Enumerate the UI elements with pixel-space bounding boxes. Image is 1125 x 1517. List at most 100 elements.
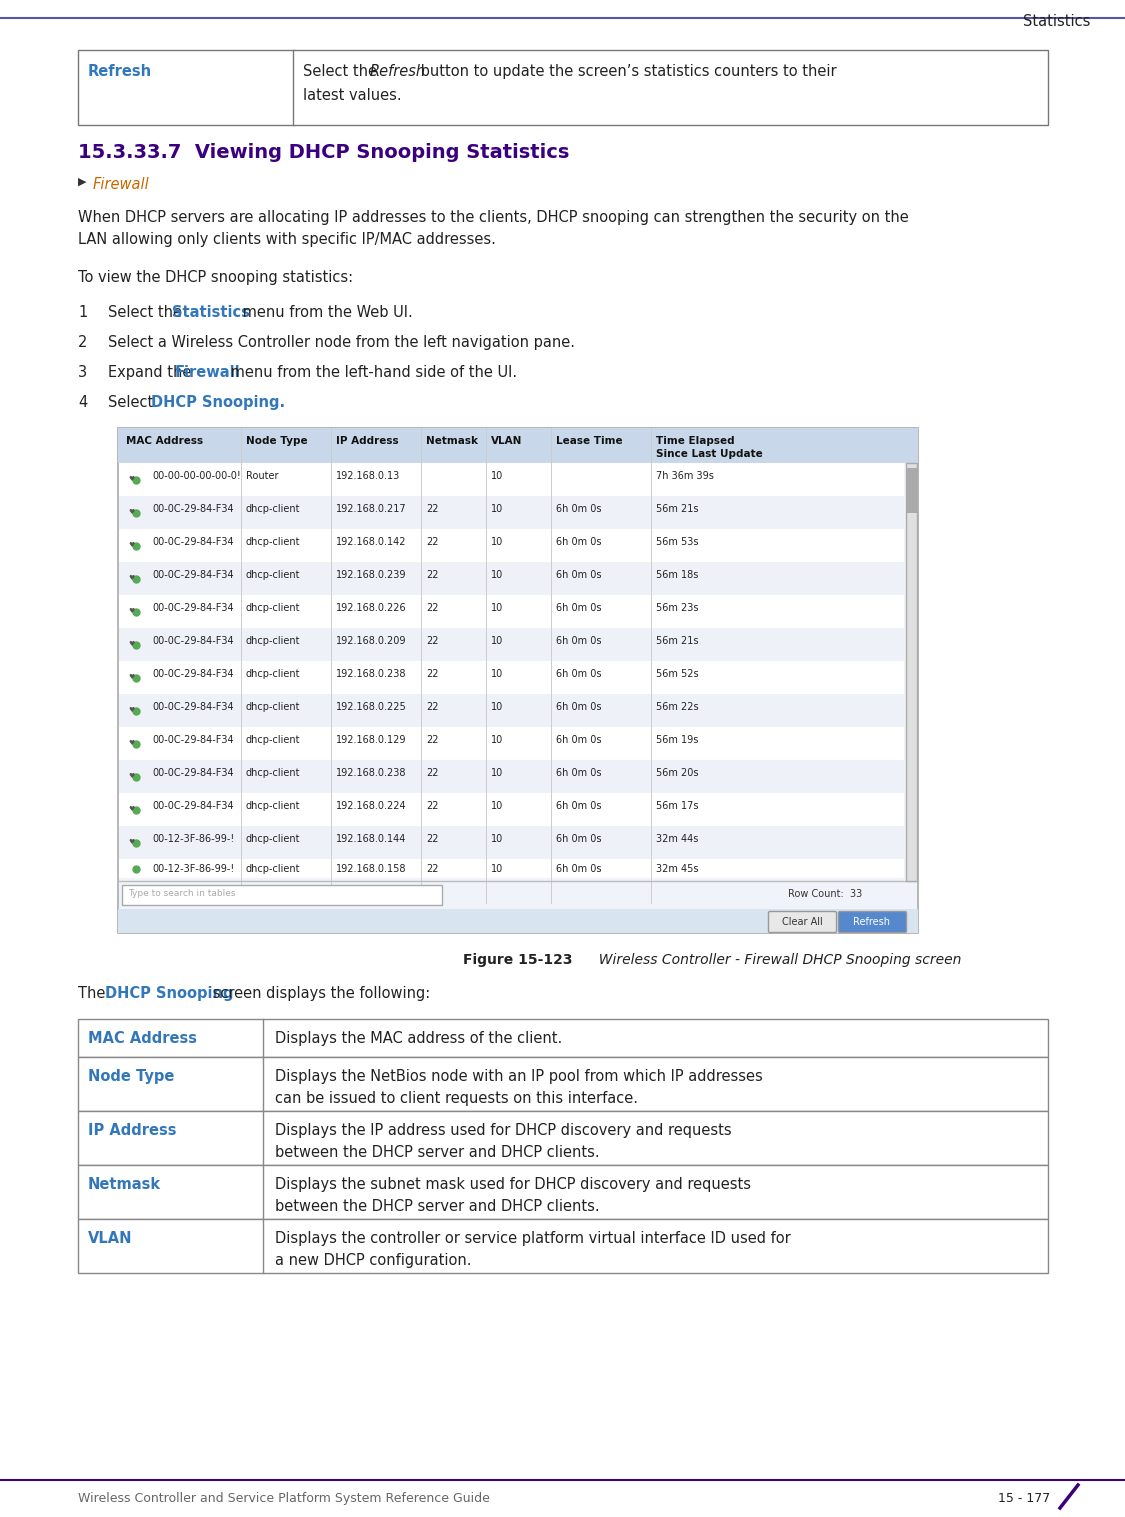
Text: 192.168.0.209: 192.168.0.209 [336,636,406,646]
Text: between the DHCP server and DHCP clients.: between the DHCP server and DHCP clients… [274,1145,600,1161]
Bar [78,1110,1048,1165]
Text: dhcp-client: dhcp-client [246,537,300,548]
Text: 6h 0m 0s: 6h 0m 0s [556,702,602,711]
Text: 2: 2 [78,335,88,350]
Text: 56m 52s: 56m 52s [656,669,699,680]
Bar [119,760,905,793]
Text: 56m 22s: 56m 22s [656,702,699,711]
Text: 56m 53s: 56m 53s [656,537,699,548]
Text: 10: 10 [490,537,503,548]
Bar [78,1057,1048,1110]
Text: Refresh: Refresh [88,64,152,79]
Text: Select the: Select the [303,64,381,79]
Bar [78,1019,1048,1057]
Text: IP Address: IP Address [88,1123,177,1138]
Text: 00-0C-29-84-F34: 00-0C-29-84-F34 [152,702,234,711]
Text: ▶: ▶ [78,177,87,187]
Text: dhcp-client: dhcp-client [246,768,300,778]
Text: 56m 23s: 56m 23s [656,602,699,613]
Text: 6h 0m 0s: 6h 0m 0s [556,669,602,680]
Bar [118,428,918,463]
Text: Row Count:  33: Row Count: 33 [788,889,862,900]
Text: 192.168.0.217: 192.168.0.217 [336,504,406,514]
Text: ♥: ♥ [128,739,134,745]
Text: 22: 22 [426,602,439,613]
Text: Displays the MAC address of the client.: Displays the MAC address of the client. [274,1032,562,1047]
Text: between the DHCP server and DHCP clients.: between the DHCP server and DHCP clients… [274,1198,600,1214]
Text: VLAN: VLAN [88,1230,133,1245]
Text: 4: 4 [78,394,88,410]
Text: dhcp-client: dhcp-client [246,736,300,745]
Text: 56m 18s: 56m 18s [656,570,699,579]
Text: 10: 10 [490,470,503,481]
Text: 7h 36m 39s: 7h 36m 39s [656,470,714,481]
Text: dhcp-client: dhcp-client [246,801,300,812]
Bar [119,529,905,561]
Text: ♥: ♥ [128,806,134,812]
Text: a new DHCP configuration.: a new DHCP configuration. [274,1253,471,1268]
Text: 00-0C-29-84-F34: 00-0C-29-84-F34 [152,736,234,745]
Text: DHCP Snooping: DHCP Snooping [105,986,234,1001]
Bar [906,469,917,513]
Text: 22: 22 [426,736,439,745]
Text: 10: 10 [490,570,503,579]
FancyBboxPatch shape [838,912,907,933]
Text: Expand the: Expand the [108,366,196,379]
Text: 15 - 177: 15 - 177 [998,1493,1050,1505]
Text: 6h 0m 0s: 6h 0m 0s [556,602,602,613]
Text: To view the DHCP snooping statistics:: To view the DHCP snooping statistics: [78,270,353,285]
Text: 22: 22 [426,768,439,778]
Text: Displays the NetBios node with an IP pool from which IP addresses: Displays the NetBios node with an IP poo… [274,1069,763,1085]
Bar [78,1165,1048,1220]
Text: 10: 10 [490,636,503,646]
Text: Netmask: Netmask [426,435,478,446]
Text: The: The [78,986,110,1001]
Text: 192.168.0.226: 192.168.0.226 [336,602,406,613]
Text: 192.168.0.144: 192.168.0.144 [336,834,406,843]
Bar [78,1220,1048,1273]
Text: 10: 10 [490,768,503,778]
Text: 6h 0m 0s: 6h 0m 0s [556,865,602,874]
Text: menu from the left-hand side of the UI.: menu from the left-hand side of the UI. [226,366,518,379]
Text: 22: 22 [426,801,439,812]
Text: 32m 44s: 32m 44s [656,834,699,843]
Text: ♥: ♥ [128,707,134,713]
Text: 00-0C-29-84-F34: 00-0C-29-84-F34 [152,669,234,680]
Text: ♥: ♥ [128,674,134,680]
Text: 192.168.0.129: 192.168.0.129 [336,736,406,745]
Text: button to update the screen’s statistics counters to their: button to update the screen’s statistics… [416,64,837,79]
Text: 192.168.0.239: 192.168.0.239 [336,570,406,579]
Bar [119,661,905,693]
Text: MAC Address: MAC Address [88,1032,197,1047]
Text: 00-12-3F-86-99-!: 00-12-3F-86-99-! [152,834,234,843]
Text: menu from the Web UI.: menu from the Web UI. [238,305,413,320]
Bar [119,496,905,529]
Text: 56m 17s: 56m 17s [656,801,699,812]
Text: 22: 22 [426,504,439,514]
Text: Node Type: Node Type [246,435,307,446]
Text: ♥: ♥ [128,640,134,646]
Text: Figure 15-123: Figure 15-123 [464,953,573,966]
Text: ♥: ♥ [128,475,134,481]
Text: 22: 22 [426,834,439,843]
Text: ♥: ♥ [128,575,134,581]
Text: 192.168.0.13: 192.168.0.13 [336,470,400,481]
Bar [119,628,905,661]
Text: 00-0C-29-84-F34: 00-0C-29-84-F34 [152,537,234,548]
Text: 10: 10 [490,865,503,874]
Text: 10: 10 [490,702,503,711]
Text: Select: Select [108,394,158,410]
Text: Type to search in tables: Type to search in tables [128,889,235,898]
Text: 6h 0m 0s: 6h 0m 0s [556,537,602,548]
Text: 6h 0m 0s: 6h 0m 0s [556,736,602,745]
Text: Node Type: Node Type [88,1069,174,1085]
Text: LAN allowing only clients with specific IP/MAC addresses.: LAN allowing only clients with specific … [78,232,496,247]
Text: 00-0C-29-84-F34: 00-0C-29-84-F34 [152,768,234,778]
Text: 192.168.0.142: 192.168.0.142 [336,537,406,548]
Text: 10: 10 [490,602,503,613]
Text: Displays the subnet mask used for DHCP discovery and requests: Displays the subnet mask used for DHCP d… [274,1177,752,1192]
Text: 192.168.0.238: 192.168.0.238 [336,669,406,680]
Text: 00-0C-29-84-F34: 00-0C-29-84-F34 [152,801,234,812]
Text: dhcp-client: dhcp-client [246,702,300,711]
Text: 192.168.0.224: 192.168.0.224 [336,801,406,812]
